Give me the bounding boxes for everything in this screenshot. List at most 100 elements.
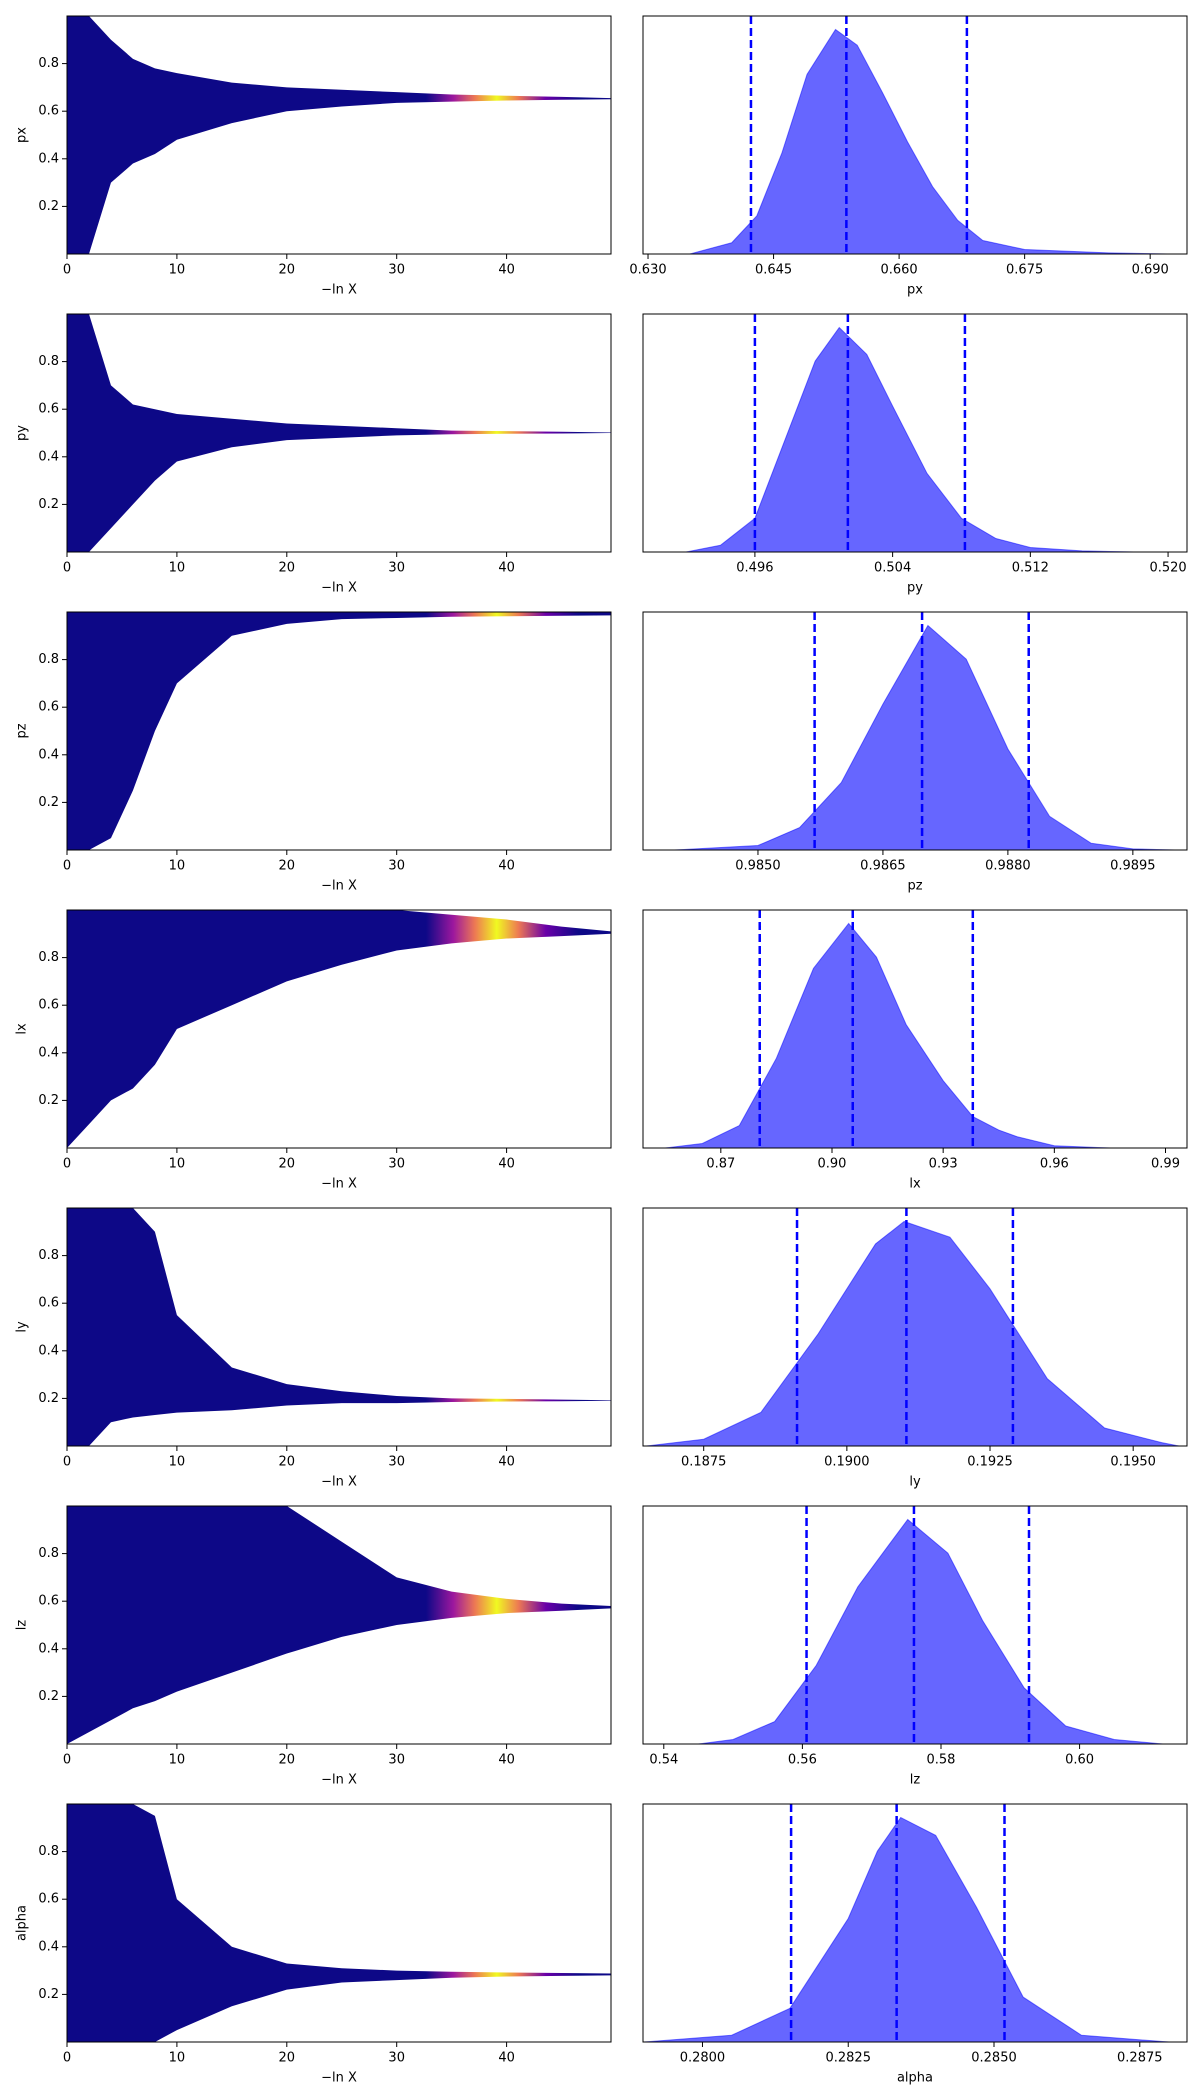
posterior-panel: 0.630 0.645 0.660 0.675 0.690 px	[629, 15, 1188, 298]
posterior-density	[665, 922, 1110, 1149]
axes-frame	[642, 313, 1188, 553]
x-tick-label: 40	[498, 2051, 515, 2066]
sample-cloud	[67, 612, 611, 850]
y-tick-label: 0.4	[38, 1641, 59, 1656]
y-tick-label: 0.6	[38, 1296, 59, 1311]
x-tick-label: 10	[169, 1753, 186, 1768]
x-tick-label: 20	[279, 263, 296, 278]
x-tick-label: 40	[498, 1157, 515, 1172]
x-tick-label: 40	[498, 1753, 515, 1768]
x-tick-label: 0.660	[880, 263, 917, 278]
x-tick-label: 30	[388, 561, 405, 576]
y-tick-label: 0.4	[38, 1939, 59, 1954]
y-tick-label: 0.6	[38, 402, 59, 417]
x-tick-label: 0.96	[1040, 1157, 1069, 1172]
x-tick-label: 0.60	[1065, 1753, 1094, 1768]
x-tick-label: 0.1950	[1110, 1455, 1156, 1470]
axes-frame	[66, 1207, 612, 1447]
y-tick-label: 0.2	[38, 1391, 59, 1406]
sample-cloud	[67, 910, 611, 1148]
y-tick-label: 0.6	[38, 700, 59, 715]
posterior-density	[685, 326, 1134, 553]
x-tick-label: 30	[388, 263, 405, 278]
posterior-panel: 0.2800 0.2825 0.2850 0.2875 alpha	[642, 1803, 1188, 2086]
x-tick-label: 0.512	[1012, 561, 1049, 576]
x-tick-label: 10	[169, 859, 186, 874]
y-tick-label: 0.4	[38, 747, 59, 762]
trace-panel: 0 10 20 30 40 0.2 0.4 0.6 0.8 −ln X pz	[15, 611, 612, 894]
x-axis-label: −ln X	[321, 283, 357, 298]
x-tick-label: 0.9850	[735, 859, 781, 874]
x-tick-label: 0	[63, 561, 71, 576]
x-tick-label: 40	[498, 561, 515, 576]
x-axis-label: −ln X	[321, 1475, 357, 1490]
y-tick-label: 0.4	[38, 1045, 59, 1060]
x-tick-label: 0.99	[1151, 1157, 1180, 1172]
y-tick-label: 0.6	[38, 104, 59, 119]
y-axis-label: pz	[15, 723, 30, 738]
axes-frame	[642, 1803, 1188, 2043]
axes-frame	[642, 1207, 1188, 1447]
y-tick-label: 0.2	[38, 199, 59, 214]
y-tick-label: 0.6	[38, 1594, 59, 1609]
x-tick-label: 0.496	[736, 561, 773, 576]
y-tick-label: 0.4	[38, 151, 59, 166]
y-tick-label: 0.8	[38, 950, 59, 965]
x-tick-label: 0.1900	[824, 1455, 870, 1470]
x-tick-label: 0.504	[874, 561, 911, 576]
x-tick-label: 20	[279, 859, 296, 874]
x-axis-label: −ln X	[321, 581, 357, 596]
axes-frame	[642, 15, 1188, 255]
x-tick-label: 30	[388, 1753, 405, 1768]
x-axis-label: −ln X	[321, 879, 357, 894]
y-tick-label: 0.2	[38, 1689, 59, 1704]
y-axis-label: alpha	[15, 1905, 30, 1941]
x-tick-label: 40	[498, 263, 515, 278]
axes-frame	[66, 15, 612, 255]
x-axis-label: −ln X	[321, 1773, 357, 1788]
x-tick-label: 0.2850	[971, 2051, 1017, 2066]
x-tick-label: 0.2825	[825, 2051, 871, 2066]
y-tick-label: 0.6	[38, 1892, 59, 1907]
x-tick-label: 30	[388, 1157, 405, 1172]
x-tick-label: 30	[388, 859, 405, 874]
posterior-panel: 0.54 0.56 0.58 0.60 lz	[642, 1505, 1188, 1788]
trace-panel: 0 10 20 30 40 0.2 0.4 0.6 0.8 −ln X lz	[15, 1505, 612, 1788]
x-tick-label: 0.56	[788, 1753, 817, 1768]
x-axis-label: ly	[909, 1475, 921, 1490]
x-tick-label: 20	[279, 1753, 296, 1768]
y-tick-label: 0.8	[38, 56, 59, 71]
x-tick-label: 30	[388, 1455, 405, 1470]
x-tick-label: 30	[388, 2051, 405, 2066]
x-tick-label: 10	[169, 561, 186, 576]
axes-frame	[642, 611, 1188, 851]
axes-frame	[642, 909, 1188, 1149]
posterior-panel: 0.496 0.504 0.512 0.520 py	[642, 313, 1188, 596]
y-axis-label: px	[15, 127, 30, 143]
posterior-panel: 0.9850 0.9865 0.9880 0.9895 pz	[642, 611, 1188, 894]
x-axis-label: −ln X	[321, 2071, 357, 2086]
x-tick-label: 0.90	[818, 1157, 847, 1172]
y-tick-label: 0.6	[38, 998, 59, 1013]
trace-panel: 0 10 20 30 40 0.2 0.4 0.6 0.8 −ln X ly	[15, 1207, 612, 1490]
sample-cloud	[67, 314, 611, 552]
x-tick-label: 0.520	[1149, 561, 1186, 576]
x-tick-label: 0.9895	[1110, 859, 1156, 874]
x-axis-label: lz	[910, 1773, 921, 1788]
axes-frame	[66, 1505, 612, 1745]
axes-frame	[66, 611, 612, 851]
x-axis-label: −ln X	[321, 1177, 357, 1192]
y-axis-label: lz	[15, 1620, 30, 1631]
trace-panel: 0 10 20 30 40 0.2 0.4 0.6 0.8 −ln X alpha	[15, 1803, 612, 2086]
x-tick-label: 10	[169, 1455, 186, 1470]
x-tick-label: 0.9880	[985, 859, 1031, 874]
x-axis-label: lx	[909, 1177, 921, 1192]
x-tick-label: 0.690	[1132, 263, 1169, 278]
y-tick-label: 0.8	[38, 354, 59, 369]
y-tick-label: 0.2	[38, 1987, 59, 2002]
posterior-density	[646, 1220, 1180, 1447]
x-axis-label: px	[907, 283, 923, 298]
x-tick-label: 0.630	[629, 263, 666, 278]
x-tick-label: 0.675	[1006, 263, 1043, 278]
trace-panel: 0 10 20 30 40 0.2 0.4 0.6 0.8 −ln X px	[15, 15, 612, 298]
